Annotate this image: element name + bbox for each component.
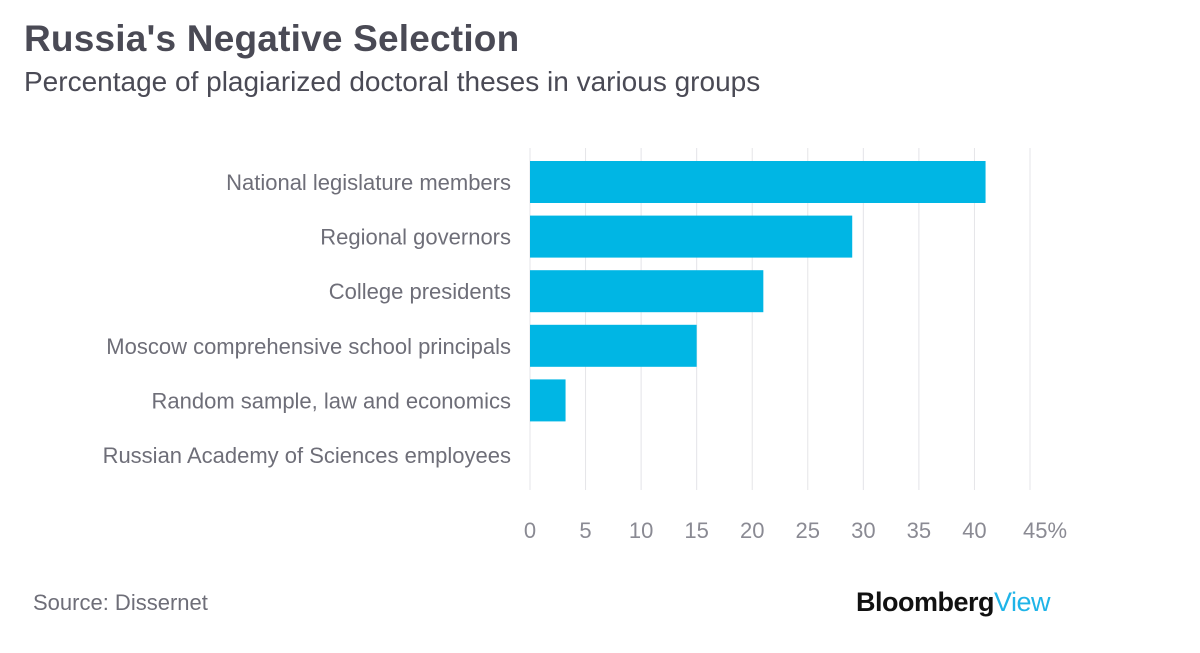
x-tick-label: 30 (851, 518, 875, 543)
bar-5 (530, 379, 566, 422)
category-label: Moscow comprehensive school principals (106, 334, 511, 359)
x-tick-label: 20 (740, 518, 764, 543)
logo-brand: Bloomberg (856, 587, 995, 617)
chart-subtitle: Percentage of plagiarized doctoral these… (24, 66, 761, 97)
chart-title: Russia's Negative Selection (24, 18, 520, 59)
x-tick-label: 10 (629, 518, 653, 543)
x-tick-label: 0 (524, 518, 536, 543)
bar-4 (530, 324, 697, 367)
category-label: Regional governors (320, 225, 511, 250)
category-label: Russian Academy of Sciences employees (103, 443, 511, 468)
x-tick-label: 5 (579, 518, 591, 543)
x-tick-label: 40 (962, 518, 986, 543)
x-tick-label: 35 (907, 518, 931, 543)
x-tick-label: 45% (1023, 518, 1067, 543)
bar-1 (530, 161, 986, 203)
x-tick-label: 25 (796, 518, 820, 543)
source-note: Source: Dissernet (33, 590, 208, 615)
x-tick-label: 15 (684, 518, 708, 543)
bar-3 (530, 270, 764, 313)
bloomberg-view-logo: BloombergView (856, 587, 1051, 618)
category-label: Random sample, law and economics (151, 388, 511, 413)
logo-sub: View (994, 587, 1051, 617)
category-label: College presidents (329, 279, 511, 304)
bar-2 (530, 215, 853, 258)
category-label: National legislature members (226, 170, 511, 195)
